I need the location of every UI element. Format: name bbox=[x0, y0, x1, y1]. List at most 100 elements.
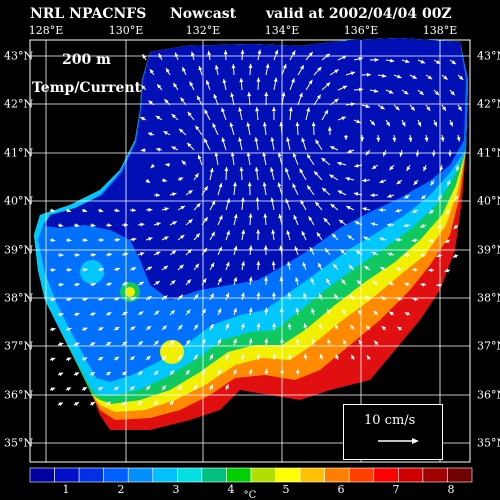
current-arrowhead bbox=[254, 167, 259, 172]
current-arrowhead bbox=[193, 324, 198, 329]
current-arrowhead bbox=[318, 293, 323, 298]
current-arrowhead bbox=[202, 278, 207, 283]
current-arrowhead bbox=[50, 208, 55, 213]
current-arrowhead bbox=[195, 125, 200, 131]
current-arrowhead bbox=[218, 215, 223, 220]
current-scale-label: 10 cm/s bbox=[364, 413, 416, 428]
current-arrowhead bbox=[226, 230, 230, 235]
current-arrowhead bbox=[301, 137, 306, 143]
current-arrowhead bbox=[186, 309, 191, 314]
current-arrowhead bbox=[162, 325, 167, 330]
current-arrowhead bbox=[366, 355, 371, 360]
current-arrowhead bbox=[412, 297, 417, 302]
lat-label-left-39n: 39°N bbox=[4, 243, 34, 257]
current-arrowhead bbox=[182, 67, 186, 72]
current-arrowhead bbox=[256, 292, 261, 297]
current-arrowhead bbox=[209, 167, 214, 173]
current-arrowhead bbox=[171, 114, 176, 119]
current-arrowhead bbox=[148, 207, 153, 212]
current-arrowhead bbox=[358, 56, 363, 61]
current-arrowhead bbox=[122, 401, 127, 406]
current-arrowhead bbox=[240, 49, 245, 54]
current-arrowhead bbox=[392, 137, 397, 142]
current-arrowhead bbox=[233, 214, 238, 219]
current-arrowhead bbox=[330, 203, 335, 209]
current-arrowhead bbox=[358, 87, 364, 92]
current-arrowhead bbox=[239, 78, 244, 83]
current-arrowhead bbox=[124, 222, 129, 227]
current-arrowhead bbox=[271, 292, 276, 297]
current-arrowhead bbox=[379, 179, 384, 184]
current-arrowhead bbox=[318, 262, 322, 268]
current-arrowhead bbox=[303, 353, 308, 359]
current-arrowhead bbox=[381, 326, 386, 331]
current-arrowhead bbox=[172, 221, 177, 225]
current-arrowhead bbox=[198, 66, 203, 71]
current-arrowhead bbox=[358, 340, 363, 345]
current-arrowhead bbox=[67, 297, 72, 302]
current-arrowhead bbox=[233, 245, 238, 251]
colorbar-swatch bbox=[177, 467, 203, 483]
current-arrowhead bbox=[246, 152, 251, 157]
current-arrowhead bbox=[309, 247, 314, 252]
current-arrowhead bbox=[155, 251, 161, 256]
current-arrowhead bbox=[185, 369, 190, 375]
current-arrowhead bbox=[354, 163, 359, 168]
current-arrowhead bbox=[395, 208, 400, 213]
current-arrowhead bbox=[240, 353, 245, 359]
current-arrowhead bbox=[169, 370, 175, 375]
current-arrowhead bbox=[424, 137, 429, 142]
current-arrowhead bbox=[335, 324, 339, 329]
current-arrowhead bbox=[281, 92, 286, 97]
current-arrowhead bbox=[204, 138, 208, 143]
current-arrowhead bbox=[98, 208, 104, 213]
current-arrowhead bbox=[316, 232, 321, 237]
current-arrowhead bbox=[325, 248, 330, 253]
current-arrowhead bbox=[355, 250, 361, 255]
current-arrowhead bbox=[334, 98, 339, 103]
current-arrowhead bbox=[154, 340, 159, 345]
current-arrowhead bbox=[442, 106, 446, 111]
current-arrowhead bbox=[122, 341, 128, 346]
current-arrowhead bbox=[419, 253, 425, 258]
current-arrowhead bbox=[91, 282, 96, 287]
valid-time-title: valid at 2002/04/04 00Z bbox=[266, 6, 452, 22]
current-arrowhead bbox=[59, 282, 64, 287]
current-arrowhead bbox=[75, 252, 80, 257]
current-arrowhead bbox=[380, 105, 385, 110]
current-arrowhead bbox=[264, 338, 269, 343]
current-arrowhead bbox=[98, 386, 103, 391]
current-arrowhead bbox=[387, 252, 392, 257]
current-arrowhead bbox=[162, 355, 167, 360]
current-arrowhead bbox=[217, 308, 222, 313]
model-source-title: NRL NPACNFS bbox=[30, 6, 147, 22]
current-arrowhead bbox=[51, 267, 56, 272]
current-arrowhead bbox=[165, 162, 170, 167]
current-arrowhead bbox=[51, 327, 56, 332]
current-arrowhead bbox=[154, 310, 160, 315]
current-arrowhead bbox=[295, 277, 299, 282]
current-arrowhead bbox=[329, 174, 334, 179]
current-arrowhead bbox=[106, 401, 111, 406]
current-arrowhead bbox=[246, 122, 251, 127]
current-arrowhead bbox=[174, 52, 179, 57]
current-arrowhead bbox=[115, 297, 120, 301]
colorbar-swatch bbox=[201, 467, 227, 483]
current-arrowhead bbox=[341, 279, 346, 284]
current-arrowhead bbox=[155, 193, 160, 198]
current-arrowhead bbox=[75, 282, 80, 287]
lat-label-right-39n: 39°N bbox=[477, 243, 500, 257]
current-arrowhead bbox=[66, 357, 72, 362]
current-arrowhead bbox=[282, 64, 287, 69]
current-arrowhead bbox=[51, 297, 56, 302]
current-arrowhead bbox=[444, 239, 450, 243]
current-arrowhead bbox=[83, 267, 88, 272]
current-arrowhead bbox=[263, 213, 268, 218]
current-arrowhead bbox=[428, 209, 434, 214]
current-arrowhead bbox=[149, 69, 154, 74]
current-arrowhead bbox=[189, 81, 194, 86]
current-arrowhead bbox=[264, 92, 269, 97]
current-arrowhead bbox=[293, 214, 298, 220]
current-arrowhead bbox=[295, 338, 300, 343]
